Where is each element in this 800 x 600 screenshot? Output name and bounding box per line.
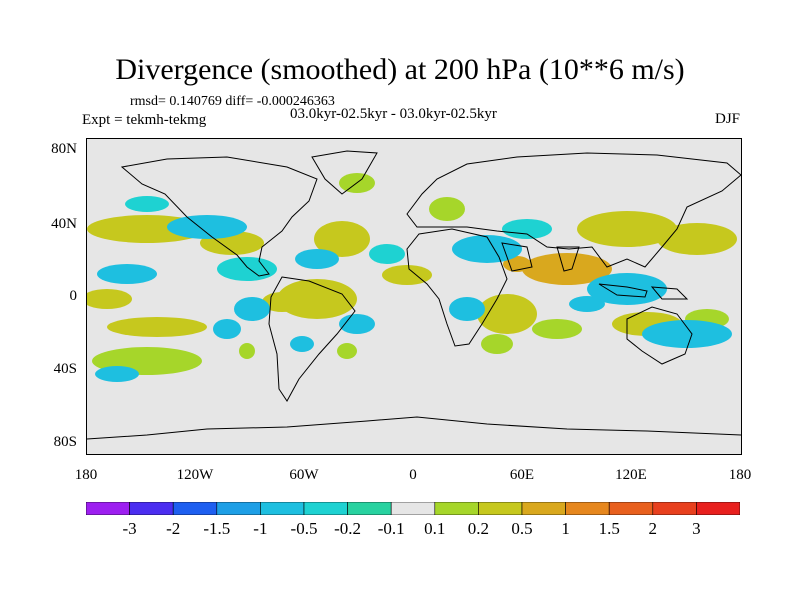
season-label: DJF [714, 111, 740, 127]
colorbar-label: 0.2 [467, 519, 490, 538]
lat-label: 0 [69, 288, 78, 304]
colorbar-label: 0.1 [424, 519, 446, 538]
colorbar-swatch [172, 502, 218, 515]
lat-label: 40N [51, 216, 77, 232]
colorbar-label: 2 [648, 519, 658, 538]
period-label: 03.0kyr-02.5kyr - 03.0kyr-02.5kyr [290, 106, 497, 122]
lat-label: 80N [51, 141, 77, 157]
colorbar [86, 502, 740, 515]
colorbar-label: -1.5 [203, 519, 231, 538]
colorbar-swatch [521, 502, 566, 515]
coastlines [87, 150, 741, 440]
page-title: Divergence (smoothed) at 200 hPa (10**6 … [115, 53, 685, 86]
lon-label: 120E [615, 467, 647, 483]
colorbar-label: -0.5 [290, 519, 318, 538]
colorbar-label: -1 [253, 519, 268, 538]
rmsd-diff-stats: rmsd= 0.140769 diff= -0.000246363 [130, 94, 335, 109]
colorbar-swatch [390, 502, 436, 515]
lon-label: 60E [509, 467, 535, 483]
colorbar-label: 1.5 [598, 519, 620, 538]
colorbar-swatch [608, 502, 654, 515]
colorbar-label: 3 [692, 519, 701, 538]
colorbar-label: -0.1 [377, 519, 405, 538]
colorbar-swatch [303, 502, 348, 515]
lat-label: 80S [53, 434, 77, 450]
positive-divergence-areas [87, 173, 737, 375]
colorbar-swatch [260, 502, 305, 515]
colorbar-swatch [652, 502, 697, 515]
colorbar-label: -2 [166, 519, 181, 538]
divergence-map [86, 138, 742, 455]
lon-label: 60W [289, 467, 319, 483]
colorbar-label: -0.2 [334, 519, 362, 538]
colorbar-swatch [129, 502, 174, 515]
colorbar-swatch [478, 502, 523, 515]
colorbar-label: 0.5 [511, 519, 533, 538]
colorbar-swatch [86, 502, 130, 515]
lon-label: 180 [74, 467, 98, 483]
colorbar-label: 1 [561, 519, 570, 538]
colorbar-swatch [696, 502, 740, 515]
colorbar-label: -3 [122, 519, 137, 538]
experiment-label: Expt = tekmh-tekmg [82, 112, 207, 128]
negative-divergence-areas [95, 196, 732, 382]
lat-label: 40S [53, 361, 77, 377]
colorbar-swatch [216, 502, 261, 515]
lon-label: 180 [728, 467, 752, 483]
lon-label: 120W [176, 467, 214, 483]
colorbar-swatch [434, 502, 479, 515]
lon-label: 0 [409, 467, 417, 483]
colorbar-swatch [565, 502, 610, 515]
colorbar-swatch [347, 502, 392, 515]
